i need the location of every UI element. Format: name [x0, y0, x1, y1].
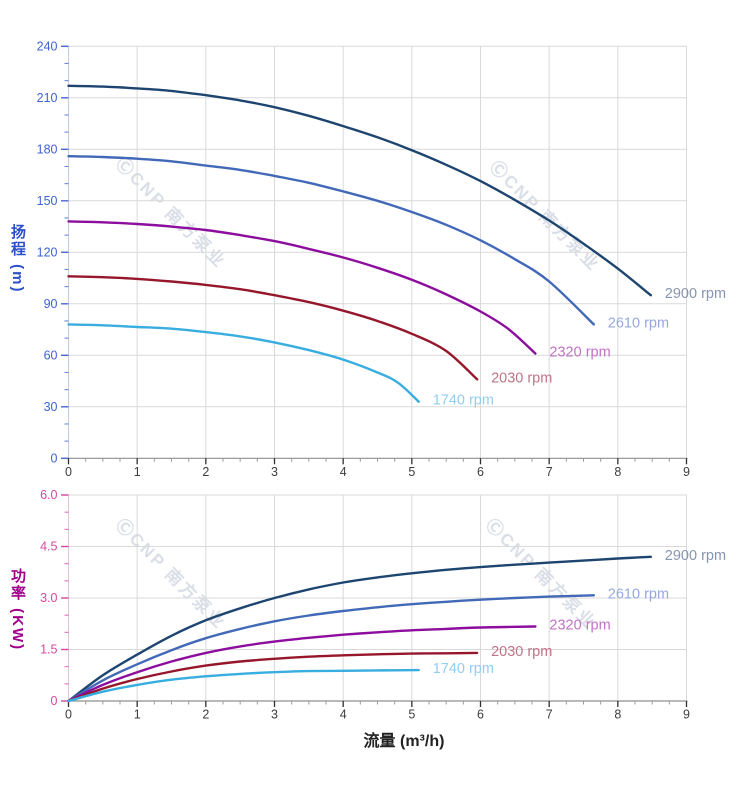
- y-tick-label: 0: [51, 694, 58, 708]
- y-tick-label: 3.0: [40, 591, 57, 605]
- x-tick-label: 2: [202, 465, 209, 479]
- curve-2030-rpm: [67, 651, 479, 703]
- series-label-1740-rpm: 1740 rpm: [433, 393, 494, 409]
- x-tick-label: 9: [683, 708, 690, 722]
- x-tick-label: 4: [340, 465, 347, 479]
- series-label-2610-rpm: 2610 rpm: [608, 586, 669, 602]
- x-axis-ticks: 0 1 2 3 4 5 6 7 8 9: [65, 701, 690, 722]
- y-tick-label: 1.5: [40, 643, 57, 657]
- x-tick-label: 1: [134, 708, 141, 722]
- y-tick-label: 60: [44, 348, 58, 362]
- x-tick-label: 7: [546, 708, 553, 722]
- head-axis-title: 扬程 (m): [9, 224, 26, 294]
- y-axis-ticks: 0 30 60 90 120 150 180 210 240: [37, 39, 69, 465]
- y-tick-label: 0: [51, 451, 58, 465]
- y-tick-label: 210: [37, 91, 58, 105]
- series-label-2900-rpm: 2900 rpm: [665, 548, 726, 564]
- curve-1740-rpm: [67, 668, 420, 703]
- x-tick-label: 8: [614, 708, 621, 722]
- y-tick-label: 150: [37, 194, 58, 208]
- x-tick-label: 1: [134, 465, 141, 479]
- x-tick-label: 8: [614, 465, 621, 479]
- y-tick-label: 120: [37, 245, 58, 259]
- series-label-2030-rpm: 2030 rpm: [491, 644, 552, 660]
- x-tick-label: 4: [340, 708, 347, 722]
- series-label-2030-rpm: 2030 rpm: [491, 370, 552, 386]
- curve-2610-rpm: [67, 594, 595, 703]
- curve-2320-rpm: [67, 625, 537, 703]
- y-tick-label: 6.0: [40, 488, 57, 502]
- power-chart: 0 1.5 3.0 4.5 6.0 0 1 2 3 4 5 6 7 8 9 2900 rpm 2610 rpm 2…: [40, 488, 726, 722]
- x-tick-label: 3: [271, 708, 278, 722]
- x-axis-ticks: 0 1 2 3 4 5 6 7 8 9: [65, 458, 690, 479]
- y-tick-label: 180: [37, 142, 58, 156]
- power-axis-title: 功率 (KW): [9, 568, 26, 652]
- x-tick-label: 6: [477, 465, 484, 479]
- y-tick-label: 90: [44, 297, 58, 311]
- head-chart: 0 30 60 90 120 150 180 210 240 0 1 2 3 4 5 6 7 8 9 2900 rpm…: [37, 39, 726, 479]
- curve-2610-rpm: [67, 155, 595, 326]
- curve-2900-rpm: [67, 84, 652, 297]
- x-tick-label: 6: [477, 708, 484, 722]
- x-tick-label: 0: [65, 708, 72, 722]
- series-label-2900-rpm: 2900 rpm: [665, 286, 726, 302]
- gridlines: [68, 494, 687, 701]
- y-axis-ticks: 0 1.5 3.0 4.5 6.0: [40, 488, 69, 708]
- y-tick-label: 4.5: [40, 540, 57, 554]
- x-tick-label: 9: [683, 465, 690, 479]
- x-tick-label: 5: [408, 465, 415, 479]
- x-tick-label: 3: [271, 465, 278, 479]
- series-label-2320-rpm: 2320 rpm: [549, 617, 610, 633]
- y-tick-label: 30: [44, 400, 58, 414]
- x-tick-label: 5: [408, 708, 415, 722]
- curve-2030-rpm: [67, 275, 479, 381]
- x-tick-label: 7: [546, 465, 553, 479]
- curve-2900-rpm: [67, 555, 652, 703]
- y-tick-label: 240: [37, 39, 58, 53]
- series-label-1740-rpm: 1740 rpm: [433, 661, 494, 677]
- curve-2320-rpm: [67, 220, 537, 355]
- series-label-2610-rpm: 2610 rpm: [608, 315, 669, 331]
- flow-axis-title: 流量 (m³/h): [363, 733, 445, 750]
- curve-1740-rpm: [67, 323, 420, 403]
- series-label-2320-rpm: 2320 rpm: [549, 345, 610, 361]
- x-tick-label: 0: [65, 465, 72, 479]
- x-tick-label: 2: [202, 708, 209, 722]
